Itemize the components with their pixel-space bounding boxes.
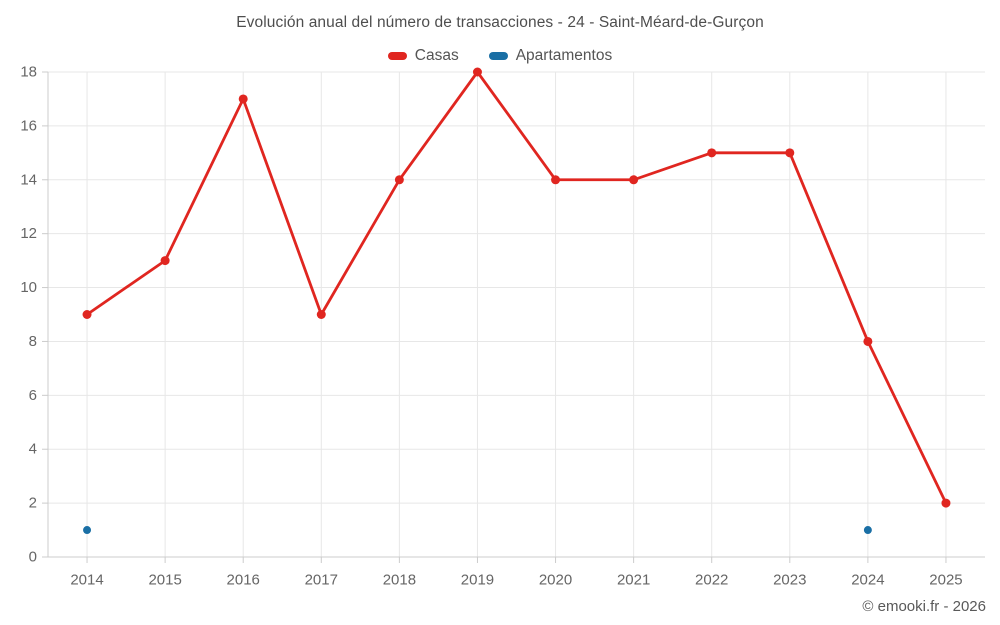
svg-text:4: 4	[29, 441, 37, 458]
svg-text:8: 8	[29, 333, 37, 350]
svg-text:2025: 2025	[929, 572, 962, 589]
svg-text:2: 2	[29, 495, 37, 512]
svg-text:12: 12	[20, 225, 37, 242]
svg-text:2021: 2021	[617, 572, 650, 589]
svg-text:10: 10	[20, 279, 37, 296]
svg-text:2022: 2022	[695, 572, 728, 589]
svg-text:6: 6	[29, 387, 37, 404]
copyright-footer: © emooki.fr - 2026	[862, 598, 986, 615]
svg-text:2019: 2019	[461, 572, 494, 589]
svg-text:2017: 2017	[305, 572, 338, 589]
svg-text:14: 14	[20, 171, 37, 188]
svg-text:2015: 2015	[148, 572, 181, 589]
svg-text:2018: 2018	[383, 572, 416, 589]
legend-label-casas: Casas	[414, 47, 459, 64]
svg-text:16: 16	[20, 117, 37, 134]
svg-text:2016: 2016	[227, 572, 260, 589]
svg-text:2014: 2014	[70, 572, 103, 589]
svg-text:2024: 2024	[851, 572, 884, 589]
legend-swatch-casas	[387, 52, 407, 60]
legend: Casas Apartamentos	[0, 47, 1000, 65]
svg-text:2020: 2020	[539, 572, 572, 589]
svg-text:0: 0	[29, 549, 37, 566]
svg-text:2023: 2023	[773, 572, 806, 589]
legend-label-apartamentos: Apartamentos	[515, 47, 613, 64]
chart-title: Evolución anual del número de transaccio…	[236, 14, 764, 31]
legend-swatch-apartamentos	[488, 52, 508, 60]
legend-item-apartamentos[interactable]: Apartamentos	[488, 47, 613, 65]
legend-item-casas[interactable]: Casas	[387, 47, 459, 65]
svg-text:18: 18	[20, 64, 37, 81]
